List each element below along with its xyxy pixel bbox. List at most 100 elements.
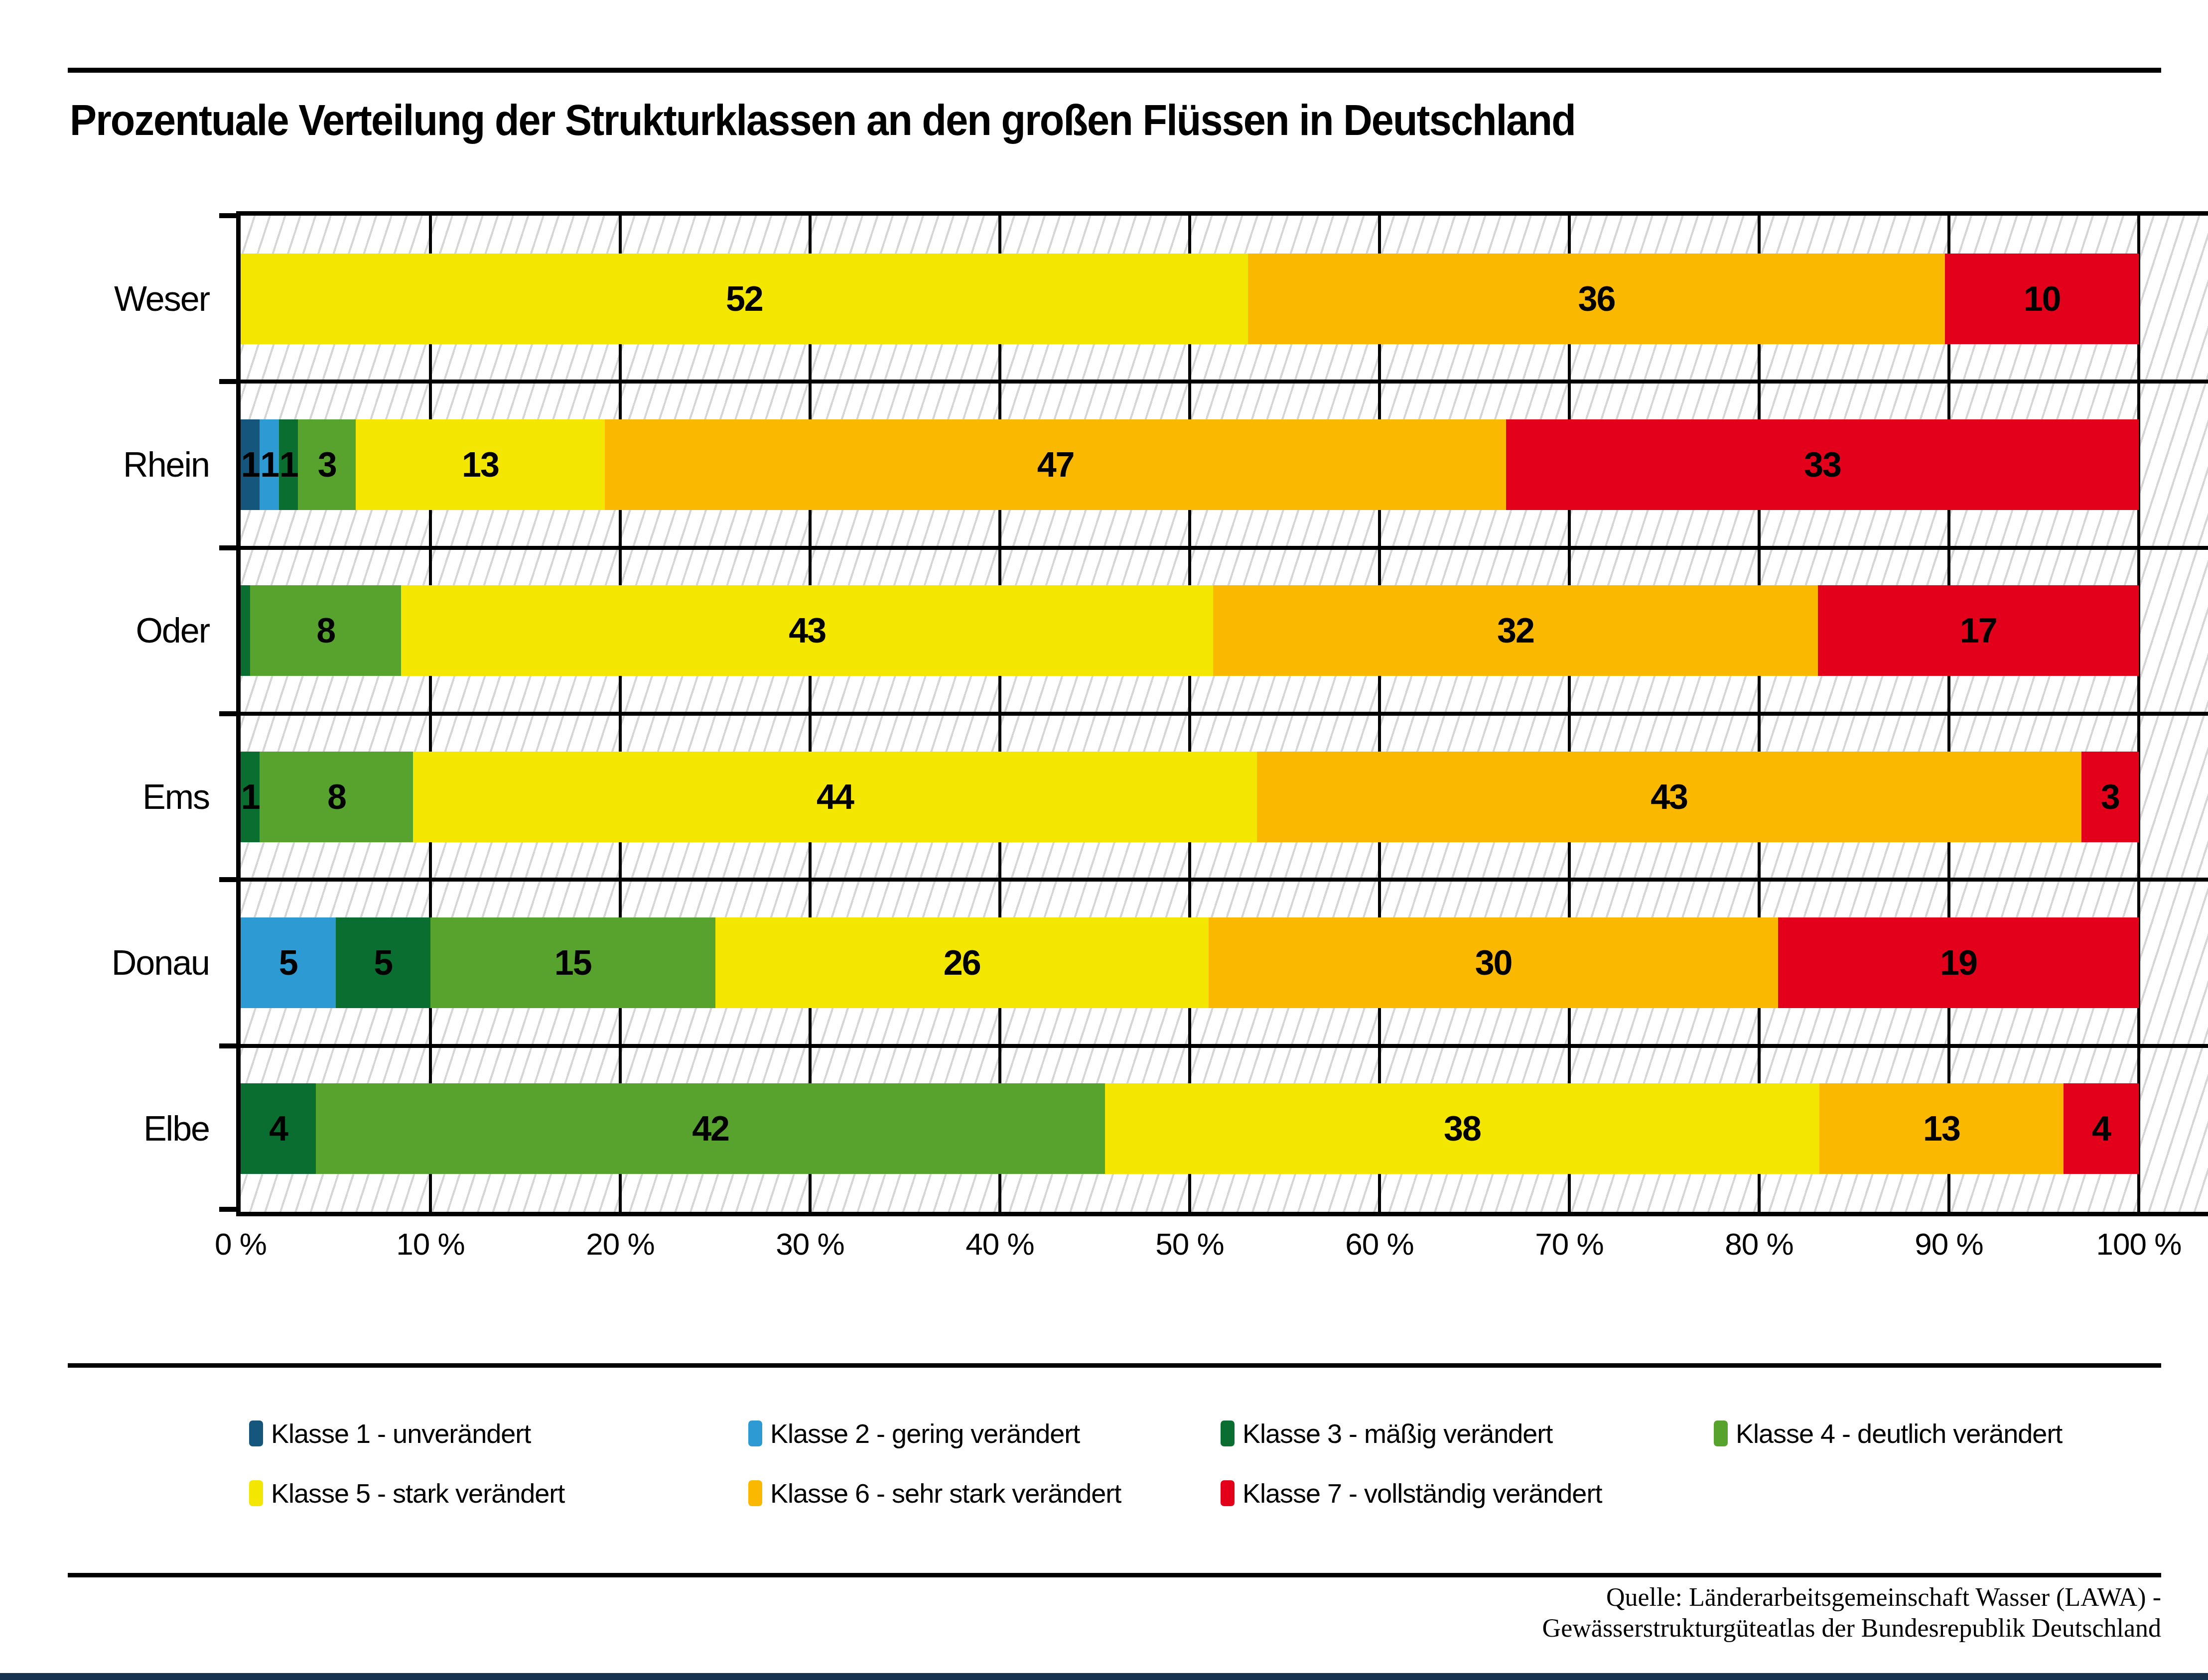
x-axis-label-70: 70 % (1535, 1226, 1603, 1262)
bar-value-label: 10 (2024, 279, 2061, 319)
source-line-1: Quelle: Länderarbeitsgemeinschaft Wasser… (1542, 1582, 2161, 1613)
legend-label: Klasse 1 - unverändert (271, 1418, 531, 1449)
x-axis-label-10: 10 % (396, 1226, 464, 1262)
x-axis-label-90: 90 % (1915, 1226, 1983, 1262)
x-axis-label-0: 0 % (215, 1226, 267, 1262)
bar-value-label: 13 (1923, 1109, 1960, 1149)
bar-segment: 1 (241, 419, 260, 510)
bar-segment: 44 (413, 752, 1256, 842)
bar-value-label: 5 (374, 943, 392, 983)
legend-color-swatch (1221, 1480, 1235, 1506)
x-axis-label-30: 30 % (776, 1226, 844, 1262)
legend-label: Klasse 6 - sehr stark verändert (770, 1478, 1121, 1509)
bar-value-label: 3 (318, 445, 336, 485)
bar-segment: 3 (298, 419, 355, 510)
bar-value-label: 38 (1444, 1109, 1481, 1149)
bar-row: 18 44 43 3 (241, 752, 2139, 842)
top-divider-rule (68, 68, 2161, 73)
y-axis-tick (219, 379, 236, 384)
bar-row: 52 36 10 (241, 254, 2139, 344)
legend: Klasse 1 - unverändert Klasse 2 - gering … (249, 1416, 2062, 1511)
x-axis-label-60: 60 % (1345, 1226, 1413, 1262)
legend-color-swatch (249, 1480, 263, 1506)
bar-segment: 4 (2064, 1083, 2139, 1174)
plot-area: 5236101113134733843321718444335515263019… (236, 211, 2208, 1216)
bar-segment: 1 (260, 419, 278, 510)
bar-segment: 8 (250, 585, 401, 676)
bar-segment: 10 (1945, 254, 2139, 344)
legend-item: Klasse 5 - stark verändert (249, 1475, 748, 1511)
bar-row: 55 15 26 30 19 (241, 917, 2139, 1008)
bar-segment: 13 (1819, 1083, 2064, 1174)
legend-label: Klasse 5 - stark verändert (271, 1478, 564, 1509)
x-axis-label-50: 50 % (1155, 1226, 1224, 1262)
x-axis-label-100: 100 % (2096, 1226, 2182, 1262)
bar-segment: 43 (401, 585, 1213, 676)
river-label-oder: Oder (0, 548, 209, 714)
bar-value-label: 15 (554, 943, 591, 983)
source-attribution: Quelle: Länderarbeitsgemeinschaft Wasser… (1542, 1582, 2161, 1644)
legend-color-swatch (748, 1480, 762, 1506)
row-separator (236, 546, 2208, 550)
bar-segment: 30 (1209, 917, 1778, 1008)
legend-label: Klasse 4 - deutlich verändert (1736, 1418, 2062, 1449)
legend-item: Klasse 2 - gering verändert (748, 1416, 1221, 1451)
bar-segment: 1 (279, 419, 298, 510)
bar-segment: 38 (1105, 1083, 1819, 1174)
x-axis-label-40: 40 % (966, 1226, 1034, 1262)
legend-color-swatch (249, 1421, 263, 1446)
legend-item: Klasse 1 - unverändert (249, 1416, 748, 1451)
bar-segment: 3 (2081, 752, 2139, 842)
bar-value-label: 47 (1037, 445, 1074, 485)
river-label-elbe: Elbe (0, 1046, 209, 1212)
legend-color-swatch (1714, 1421, 1728, 1446)
bar-value-label: 1 (279, 445, 298, 485)
legend-item: Klasse 3 - mäßig verändert (1221, 1416, 1714, 1451)
source-line-2: Gewässerstrukturgüteatlas der Bundesrepu… (1542, 1613, 2161, 1644)
bar-value-label: 44 (817, 777, 853, 817)
legend-item: Klasse 6 - sehr stark verändert (748, 1475, 1221, 1511)
bar-segment: 36 (1248, 254, 1945, 344)
bar-value-label: 4 (2092, 1109, 2110, 1149)
y-axis-tick (219, 545, 236, 550)
infographic-page: Prozentuale Verteilung der Strukturklass… (0, 0, 2208, 1680)
bar-value-label: 1 (241, 777, 260, 817)
bar-segment: 13 (356, 419, 605, 510)
bar-value-label: 19 (1940, 943, 1977, 983)
bar-segment: 43 (1257, 752, 2081, 842)
bar-value-label: 30 (1475, 943, 1512, 983)
bar-segment: 5 (336, 917, 431, 1008)
bar-value-label: 3 (2101, 777, 2119, 817)
bar-segment (241, 585, 250, 676)
bar-segment: 32 (1213, 585, 1817, 676)
bar-value-label: 4 (269, 1109, 287, 1149)
river-label-ems: Ems (0, 714, 209, 880)
row-separator (236, 1044, 2208, 1048)
bar-segment: 4 (241, 1083, 316, 1174)
y-axis-tick (219, 877, 236, 882)
bar-value-label: 26 (944, 943, 980, 983)
bar-value-label: 42 (692, 1109, 729, 1149)
legend-label: Klasse 3 - mäßig verändert (1242, 1418, 1552, 1449)
legend-color-swatch (748, 1421, 762, 1446)
legend-color-swatch (1221, 1421, 1235, 1446)
bar-segment: 8 (260, 752, 413, 842)
y-axis-tick (219, 1207, 236, 1212)
row-separator (236, 878, 2208, 882)
bar-segment: 47 (605, 419, 1506, 510)
x-axis-label-80: 80 % (1725, 1226, 1793, 1262)
bar-value-label: 1 (241, 445, 260, 485)
y-axis-tick (219, 711, 236, 716)
legend-label: Klasse 7 - vollständig verändert (1242, 1478, 1602, 1509)
bar-value-label: 52 (726, 279, 763, 319)
bar-value-label: 8 (316, 611, 335, 650)
x-axis-label-20: 20 % (586, 1226, 654, 1262)
row-separator (236, 380, 2208, 384)
bar-segment: 5 (241, 917, 336, 1008)
legend-divider-rule (68, 1363, 2161, 1368)
bar-segment: 42 (316, 1083, 1105, 1174)
legend-item: Klasse 4 - deutlich verändert (1714, 1416, 2062, 1451)
row-separator (236, 712, 2208, 716)
bar-value-label: 32 (1497, 611, 1534, 650)
footer-color-bar (0, 1673, 2208, 1680)
